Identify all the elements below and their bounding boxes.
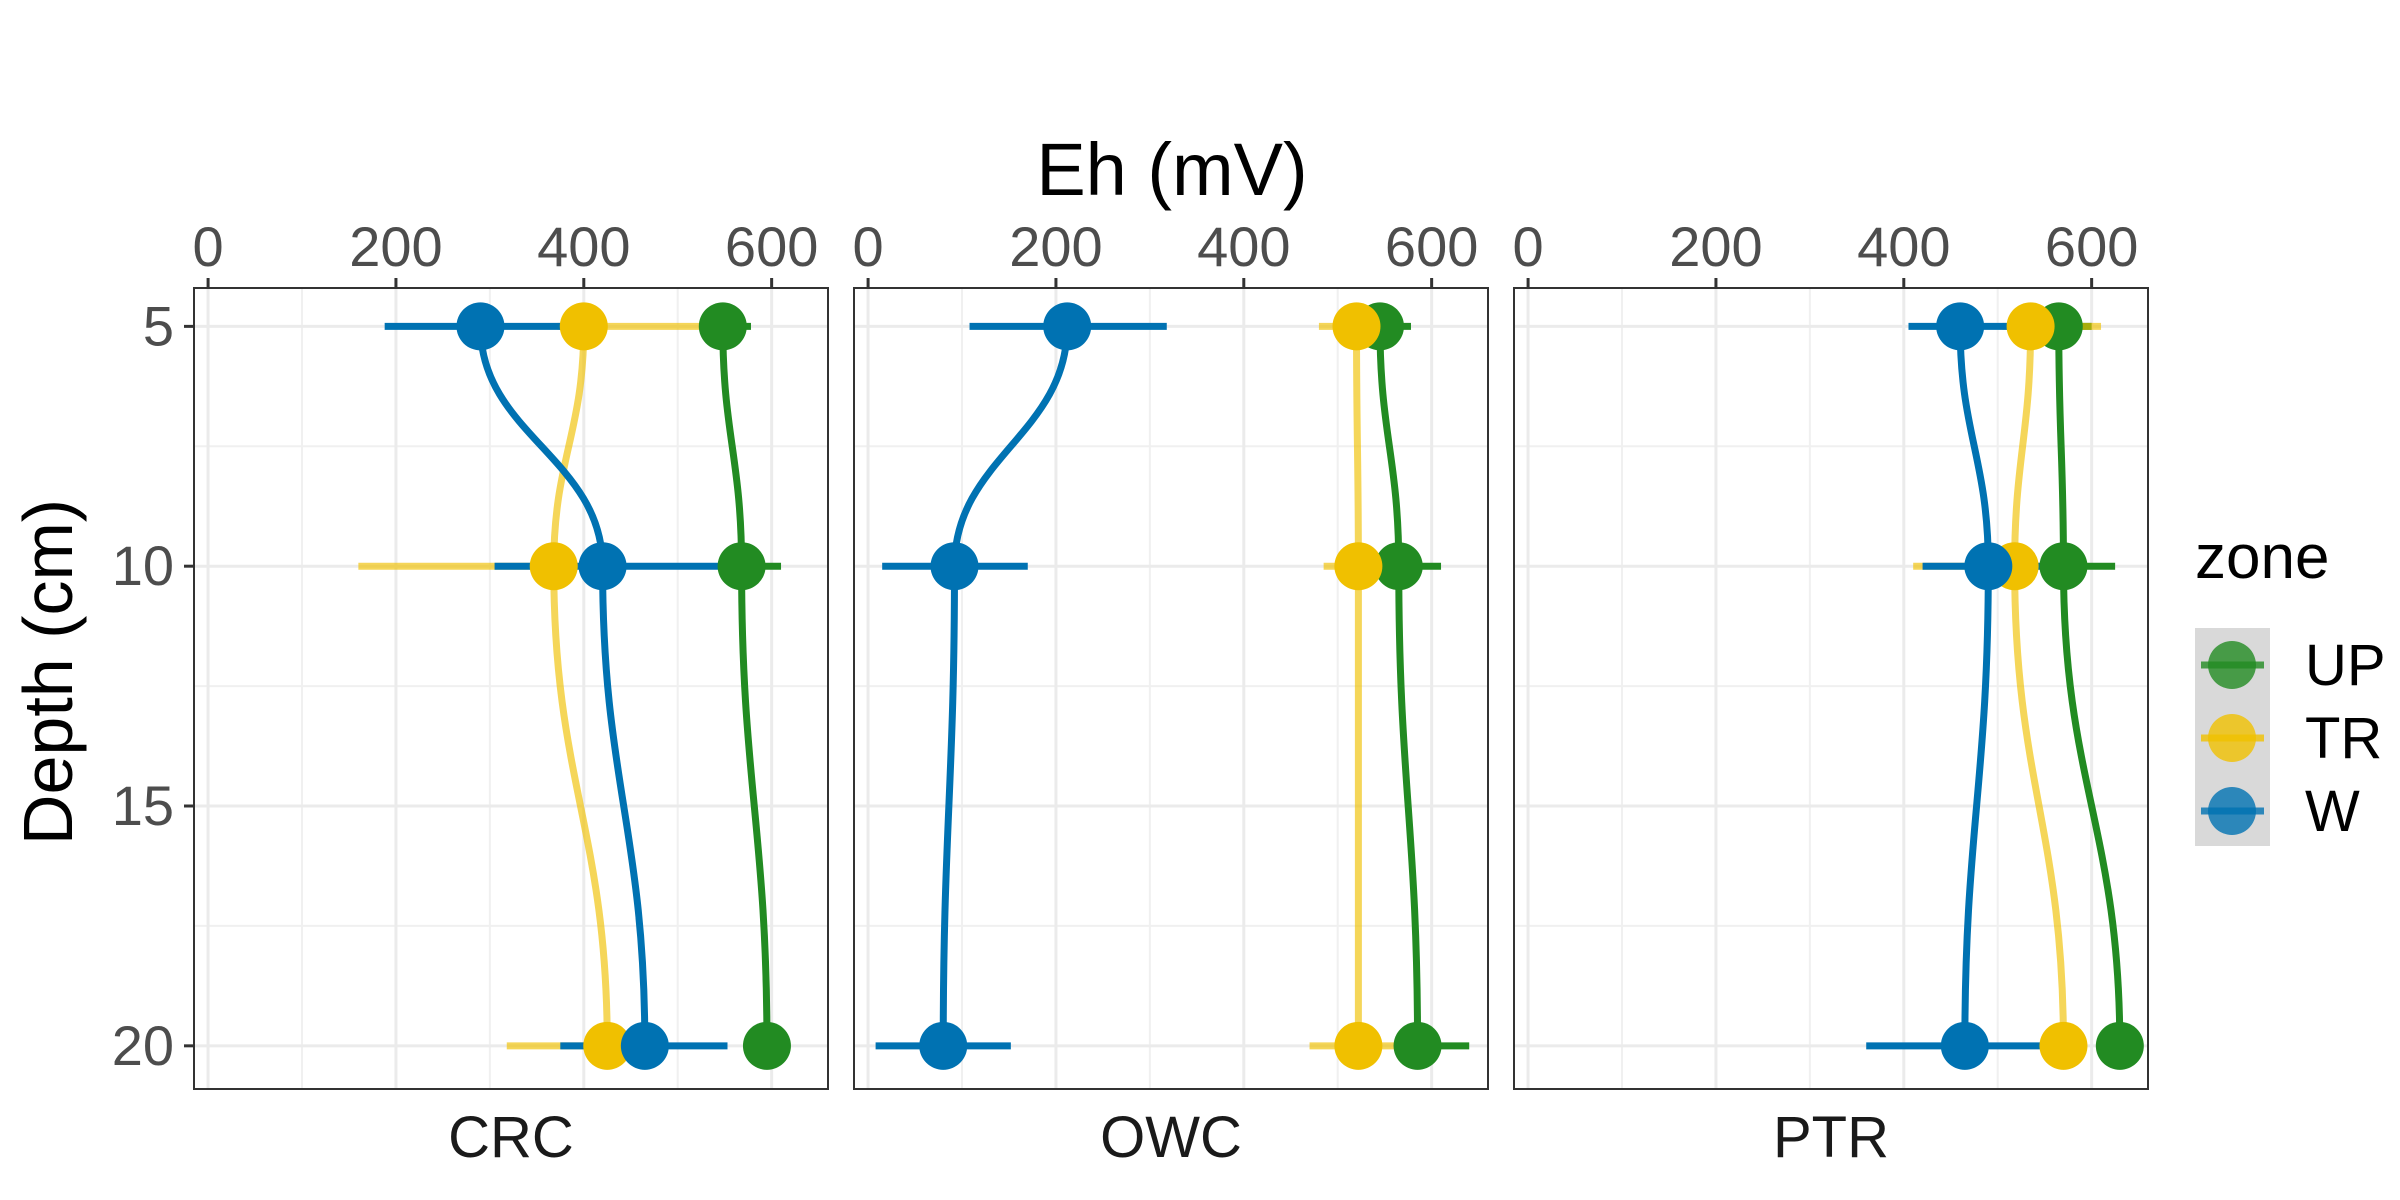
data-point-up — [742, 1021, 791, 1070]
legend-key-point — [2208, 641, 2256, 689]
data-point-tr — [583, 1021, 632, 1070]
series-line-w — [1956, 326, 1992, 1046]
data-point-w — [1936, 302, 1985, 351]
data-point-w — [1043, 302, 1092, 351]
data-point-tr — [559, 302, 608, 351]
x-tick-label: 400 — [537, 215, 630, 278]
series-line-up — [719, 326, 771, 1046]
facet-label: OWC — [1100, 1105, 1242, 1170]
panel-border — [853, 287, 1489, 1090]
facet-panel-ptr: 0 200 400 600 PTR — [1513, 215, 2149, 1170]
legend-key-point — [2208, 714, 2256, 762]
panel-background — [854, 288, 1488, 1089]
legend-item-label: UP — [2305, 633, 2386, 698]
data-point-w — [456, 302, 505, 351]
series-line-w — [476, 326, 649, 1046]
legend-item-tr: TR — [2201, 706, 2382, 771]
data-point-w — [578, 542, 627, 591]
legend-key-point — [2208, 787, 2256, 835]
data-point-up — [1374, 542, 1423, 591]
series-line-tr — [1353, 326, 1362, 1046]
series-line-up — [2055, 326, 2124, 1046]
y-tick-label: 5 — [143, 294, 174, 357]
legend: zone UP TR W — [2195, 523, 2386, 846]
legend-items: UP TR W — [2201, 633, 2386, 844]
data-point-tr — [2006, 302, 2055, 351]
data-point-tr — [2039, 1021, 2088, 1070]
facet-label: CRC — [448, 1105, 574, 1170]
data-point-w — [930, 542, 979, 591]
x-tick-label: 0 — [853, 215, 884, 278]
facet-panel-owc: 0 200 400 600 OWC — [853, 215, 1489, 1170]
x-tick-label: 200 — [1009, 215, 1102, 278]
data-point-tr — [529, 542, 578, 591]
data-point-tr — [1334, 1021, 1383, 1070]
x-tick-label: 200 — [1669, 215, 1762, 278]
panel-background — [1514, 288, 2148, 1089]
series-line-up — [1376, 326, 1422, 1046]
data-point-w — [620, 1021, 669, 1070]
facet-panels: 0 200 400 600 5 10 15 20 CRC 0 200 400 600 OWC 0 200 400… — [112, 215, 2149, 1170]
data-point-up — [717, 542, 766, 591]
legend-title: zone — [2195, 523, 2329, 592]
y-tick-label: 15 — [112, 774, 174, 837]
x-tick-label: 600 — [725, 215, 818, 278]
data-point-w — [1940, 1021, 1989, 1070]
panel-border — [193, 287, 829, 1090]
x-tick-label: 600 — [1385, 215, 1478, 278]
facet-label: PTR — [1773, 1105, 1889, 1170]
data-point-up — [1393, 1021, 1442, 1070]
data-point-w — [919, 1021, 968, 1070]
legend-item-w: W — [2201, 779, 2360, 844]
legend-item-up: UP — [2201, 633, 2386, 698]
panel-border — [1513, 287, 2149, 1090]
data-point-tr — [1334, 542, 1383, 591]
data-point-w — [1964, 542, 2013, 591]
x-tick-label: 0 — [193, 215, 224, 278]
y-tick-label: 20 — [112, 1014, 174, 1077]
y-tick-label: 10 — [112, 534, 174, 597]
x-tick-label: 0 — [1513, 215, 1544, 278]
legend-item-label: TR — [2305, 706, 2382, 771]
x-axis-title: Eh (mV) — [1036, 128, 1307, 211]
data-point-up — [2095, 1021, 2144, 1070]
x-tick-label: 400 — [1857, 215, 1950, 278]
x-tick-label: 200 — [349, 215, 442, 278]
data-point-tr — [1332, 302, 1381, 351]
data-point-up — [2039, 542, 2088, 591]
series-line-tr — [550, 326, 611, 1046]
y-axis-title: Depth (cm) — [9, 499, 87, 845]
x-tick-label: 600 — [2045, 215, 2138, 278]
panel-background — [194, 288, 828, 1089]
series-line-tr — [2011, 326, 2067, 1046]
x-tick-label: 400 — [1197, 215, 1290, 278]
facet-panel-crc: 0 200 400 600 5 10 15 20 CRC — [112, 215, 829, 1170]
data-point-up — [698, 302, 747, 351]
legend-item-label: W — [2305, 779, 2360, 844]
